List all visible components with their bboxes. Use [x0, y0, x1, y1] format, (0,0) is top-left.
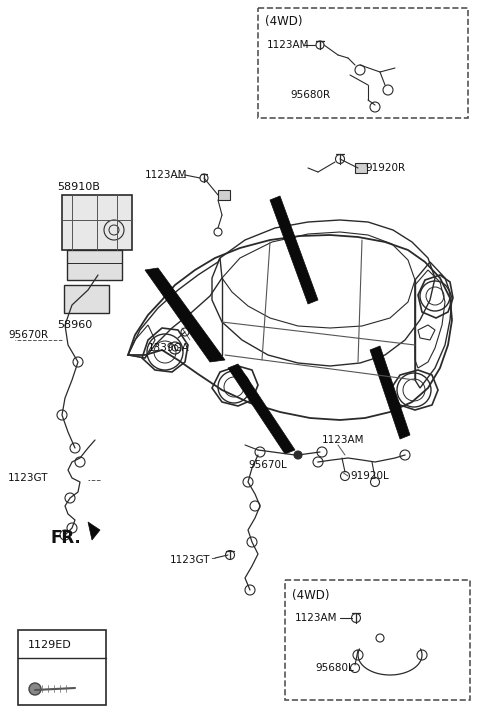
- Text: 58910B: 58910B: [57, 182, 100, 192]
- Bar: [218, 190, 230, 200]
- Text: 1123GT: 1123GT: [170, 555, 211, 565]
- Circle shape: [29, 683, 41, 695]
- Text: 91920R: 91920R: [365, 163, 405, 173]
- Text: (4WD): (4WD): [292, 590, 329, 603]
- Text: 1339GA: 1339GA: [148, 343, 190, 353]
- Bar: [18, 630, 106, 705]
- Text: 1123AM: 1123AM: [295, 613, 337, 623]
- Text: FR.: FR.: [50, 529, 81, 547]
- Polygon shape: [270, 196, 318, 304]
- Text: (4WD): (4WD): [265, 16, 302, 29]
- Bar: [64, 285, 109, 313]
- Text: 95680L: 95680L: [315, 663, 354, 673]
- Bar: [67, 250, 122, 280]
- Text: 1123AM: 1123AM: [322, 435, 364, 445]
- Bar: [355, 163, 367, 173]
- Polygon shape: [370, 346, 410, 439]
- Polygon shape: [228, 364, 295, 454]
- Bar: [258, 8, 468, 118]
- Text: 1123GT: 1123GT: [8, 473, 48, 483]
- Text: 95670L: 95670L: [248, 460, 287, 470]
- Polygon shape: [88, 522, 100, 540]
- Bar: [62, 195, 132, 250]
- Text: 1123AM: 1123AM: [145, 170, 188, 180]
- Polygon shape: [145, 268, 225, 362]
- Text: 1129ED: 1129ED: [28, 640, 72, 650]
- Text: 95670R: 95670R: [8, 330, 48, 340]
- Bar: [285, 580, 470, 700]
- Text: 91920L: 91920L: [350, 471, 389, 481]
- Text: 95680R: 95680R: [290, 90, 330, 100]
- Text: 1123AM: 1123AM: [267, 40, 310, 50]
- Circle shape: [294, 451, 302, 459]
- Text: 58960: 58960: [57, 320, 92, 330]
